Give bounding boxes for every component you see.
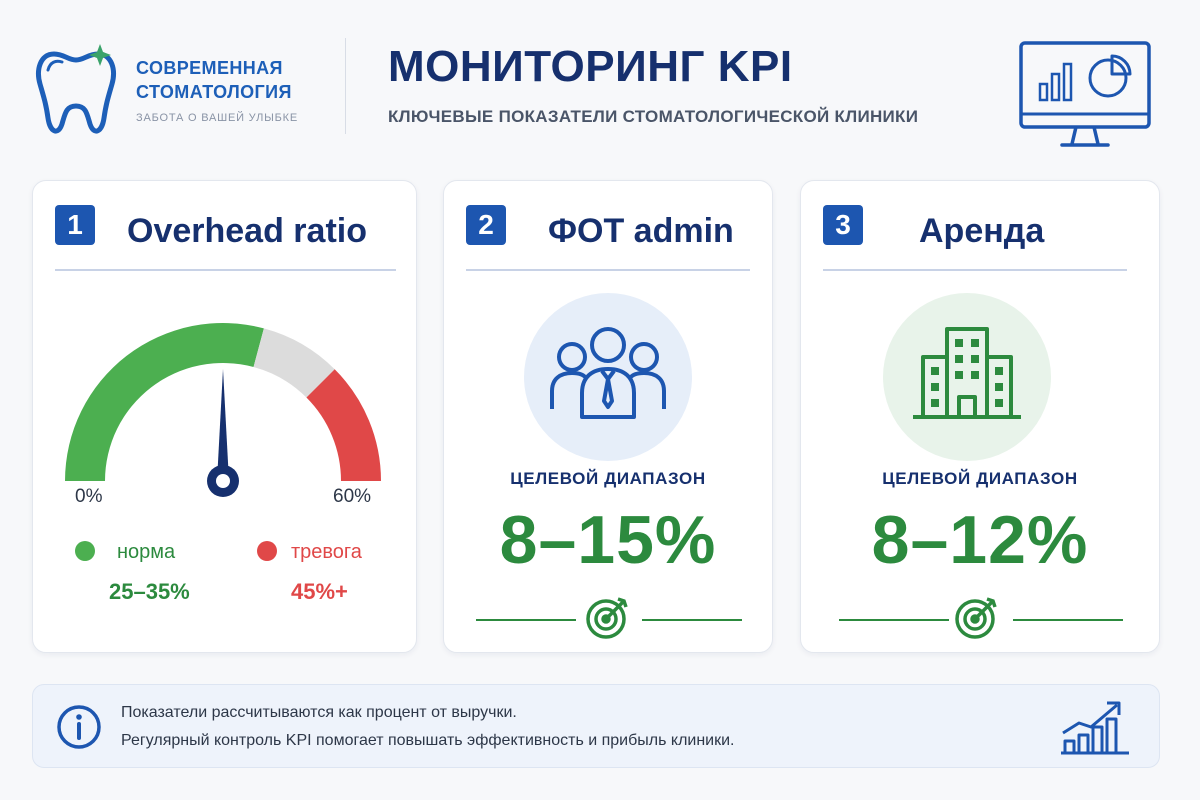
target-line-right [1013,619,1123,621]
target-line-left [839,619,949,621]
team-icon [550,327,666,419]
legend-dot-norm [75,541,95,561]
info-footer: Показатели рассчитываются как процент от… [32,684,1160,768]
icon-circle [524,293,692,461]
legend-dot-alarm [257,541,277,561]
brand-name-line2: СТОМАТОЛОГИЯ [136,82,292,102]
card-number-badge: 2 [466,205,506,245]
gauge-max-label: 60% [333,486,372,507]
kpi-card-rent: 3 Аренда ЦЕЛЕВОЙ ДИАПАЗОН 8–12% [800,180,1160,653]
legend-value-norm: 25–35% [109,579,190,604]
target-range-label: ЦЕЛЕВОЙ ДИАПАЗОН [882,469,1078,488]
brand-block: СОВРЕМЕННАЯ СТОМАТОЛОГИЯ ЗАБОТА О ВАШЕЙ … [136,56,298,124]
gauge-needle [217,369,229,481]
footer-text-line2: Регулярный контроль KPI помогает повышат… [121,732,735,749]
kpi-card-overhead: 1 Overhead ratio 0% 60% норма 25–35% тре… [32,180,417,653]
info-icon [57,705,101,749]
target-icon [955,597,997,639]
building-icon [913,327,1021,419]
gauge-zone-1 [253,328,335,398]
card-title: Overhead ratio [127,212,367,250]
target-row [801,593,1159,639]
card-title: Аренда [919,212,1045,250]
card-title: ФОТ admin [548,212,734,250]
page-title: МОНИТОРИНГ KPI [388,42,793,91]
target-row [444,593,772,639]
legend-label-norm: норма [117,541,176,563]
target-range-value: 8–15% [499,502,717,578]
gauge-min-label: 0% [75,486,103,507]
footer-text-line1: Показатели рассчитываются как процент от… [121,704,517,721]
target-line-right [642,619,742,621]
header-divider [345,38,346,134]
kpi-card-payroll: 2 ФОТ admin ЦЕЛЕВОЙ ДИАПАЗОН 8–15% [443,180,773,653]
monitor-chart-icon [1019,41,1151,147]
gauge-zone-0 [65,323,264,481]
target-line-left [476,619,576,621]
card-divider [466,269,750,271]
growth-chart-icon [1061,701,1129,755]
header: СОВРЕМЕННАЯ СТОМАТОЛОГИЯ ЗАБОТА О ВАШЕЙ … [0,0,1200,165]
card-number-badge: 1 [55,205,95,245]
card-divider [55,269,396,271]
legend-value-alarm: 45%+ [291,579,348,604]
brand-tagline: ЗАБОТА О ВАШЕЙ УЛЫБКЕ [136,112,299,124]
brand-name-line1: СОВРЕМЕННАЯ [136,58,283,78]
gauge-zone-2 [306,369,381,481]
target-range-label: ЦЕЛЕВОЙ ДИАПАЗОН [510,469,706,488]
target-icon [586,597,628,639]
card-divider [823,269,1127,271]
icon-circle [883,293,1051,461]
tooth-icon [36,44,116,134]
card-number-badge: 3 [823,205,863,245]
legend-label-alarm: тревога [291,541,362,563]
target-range-value: 8–12% [871,502,1089,578]
overhead-gauge [65,323,381,497]
page-subtitle: КЛЮЧЕВЫЕ ПОКАЗАТЕЛИ СТОМАТОЛОГИЧЕСКОЙ КЛ… [388,107,919,126]
gauge-hub-center [216,474,230,488]
